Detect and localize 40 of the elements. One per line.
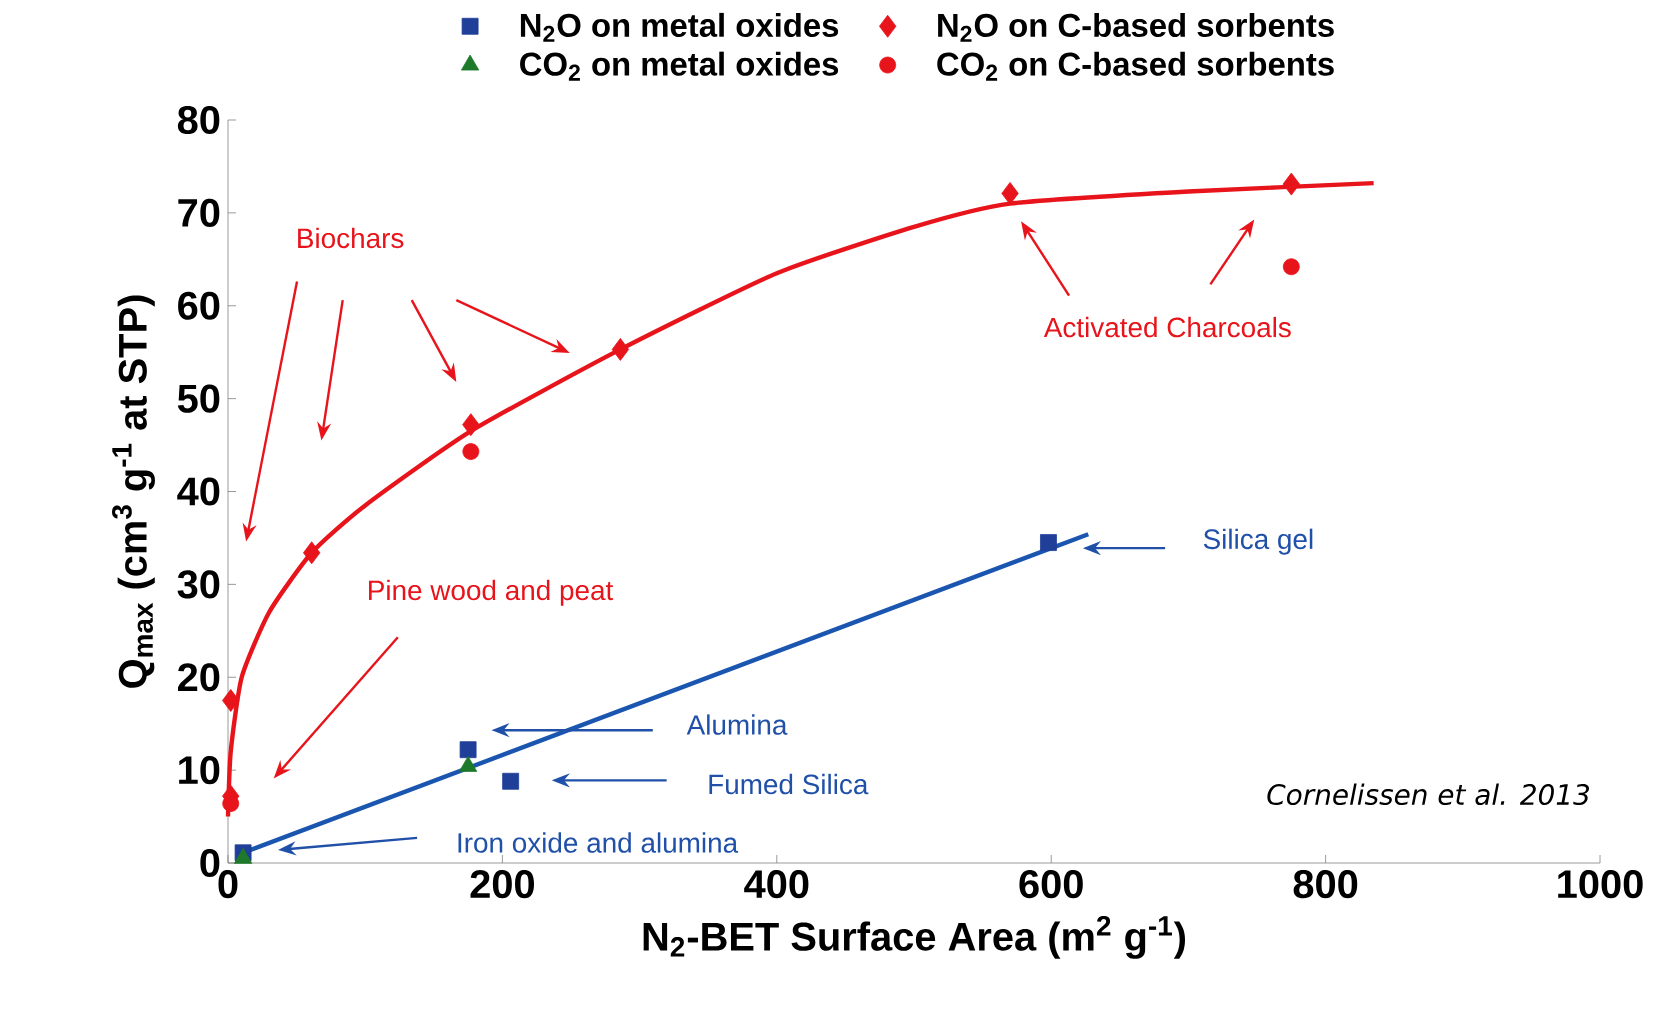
point (222, 689, 240, 712)
x-tick-label: 0 (218, 870, 238, 899)
y-tick-label: 70 (178, 198, 220, 227)
x-tick-label: 600 (1019, 870, 1083, 899)
y-tick-label: 10 (179, 756, 220, 785)
annotation: Iron oxide and alumina (458, 832, 739, 853)
point (1282, 172, 1300, 196)
legend-label: N$_{2}$O on C-based sorbents (938, 12, 1334, 42)
point (303, 541, 321, 565)
y-tick-label: 20 (178, 663, 220, 692)
x-tick-label: 800 (1293, 870, 1358, 899)
point (462, 413, 480, 437)
x-tick-label: 200 (470, 870, 535, 899)
legend-label: CO$_{2}$ on C-based sorbents (937, 51, 1334, 81)
annotation: Cornelissen et al. 2013 (1267, 783, 1590, 806)
annotation: Pine wood and peat (369, 579, 614, 606)
y-tick-label: 30 (177, 570, 220, 599)
legend-label: N$_{2}$O on metal oxides (520, 12, 839, 42)
annotation: Silica gel (1203, 528, 1313, 555)
point (611, 338, 630, 361)
y-tick-label: 50 (177, 384, 220, 413)
annotation: Fumed Silica (709, 773, 869, 795)
annotation: Alumina (686, 714, 788, 735)
point (502, 772, 520, 790)
y-tick-label: 40 (177, 477, 220, 506)
x-tick-label: 400 (744, 870, 809, 899)
point (462, 443, 480, 460)
y-tick-label: 0 (200, 848, 220, 878)
point (1282, 258, 1300, 276)
point (1040, 534, 1057, 551)
y-tick-label: 60 (178, 291, 220, 320)
annotation: Biochars (298, 227, 404, 249)
legend-label: CO$_{2}$ on metal oxides (520, 51, 839, 81)
annotation: Activated Charcoals (1043, 316, 1291, 338)
x-axis-title: N$_{2}$-BET Surface Area (m$^{2}$ g$^{-1}$) (643, 915, 1186, 959)
y-tick-label: 80 (177, 105, 220, 135)
point (1001, 181, 1019, 205)
x-tick-label: 1000 (1558, 870, 1643, 899)
y-axis-title: Q$_{max}$ (cm$^{3}$ g$^{-1}$ at STP) (112, 295, 155, 688)
point (459, 741, 477, 759)
